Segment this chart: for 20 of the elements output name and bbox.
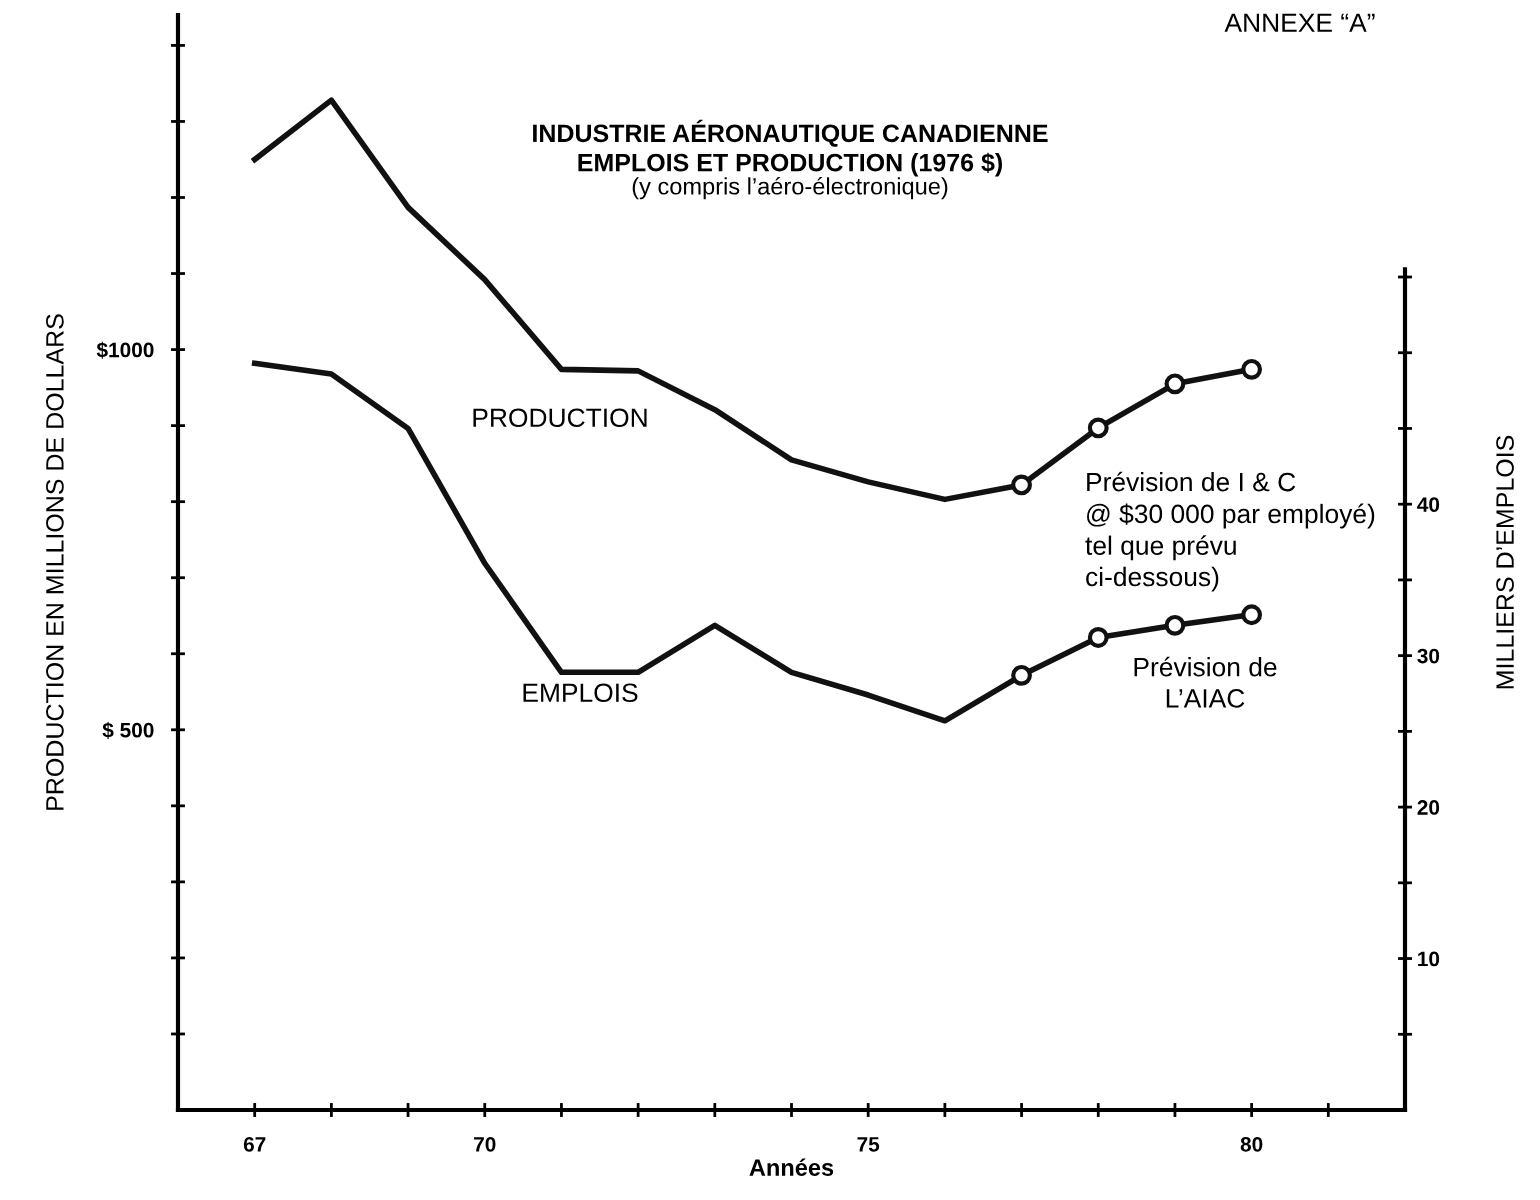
y2-tick-label: 10 bbox=[1418, 951, 1440, 967]
y-axis-title: PRODUCTION EN MILLIONS DE DOLLARS bbox=[46, 314, 64, 810]
y-tick-label: $ 500 bbox=[102, 721, 154, 739]
y2-tick-label: 30 bbox=[1417, 648, 1440, 664]
x-tick-label: 70 bbox=[474, 1136, 496, 1152]
y2-tick-label: 20 bbox=[1417, 800, 1440, 815]
annotation: PRODUCTION bbox=[473, 408, 647, 428]
annotation: Prévision de L’AIAC bbox=[1134, 656, 1277, 708]
x-tick-label: 80 bbox=[1240, 1136, 1263, 1152]
x-tick-label: 75 bbox=[857, 1137, 880, 1152]
x-tick-label: 67 bbox=[243, 1136, 266, 1152]
y-tick-label: $1000 bbox=[96, 341, 154, 359]
y2-axis-title: MILLIERS D’EMPLOIS bbox=[1496, 435, 1514, 689]
annotation: EMPLOIS bbox=[523, 683, 638, 703]
annotation: ANNEXE “A” bbox=[1224, 13, 1375, 32]
y2-tick-label: 40 bbox=[1417, 497, 1440, 512]
annotation: Prévision de I & C @ $30 000 par employé) tel que prévu ci-dessous) bbox=[1085, 471, 1375, 592]
text: INDUSTRIE AÉRONAUTIQUE CANADIENNE EMPLOIS ET PRODUCTION (1976 $) bbox=[533, 119, 1048, 177]
x-axis-title: Années bbox=[749, 1158, 834, 1176]
text: (y compris l’aéro-électronique) bbox=[632, 177, 948, 200]
